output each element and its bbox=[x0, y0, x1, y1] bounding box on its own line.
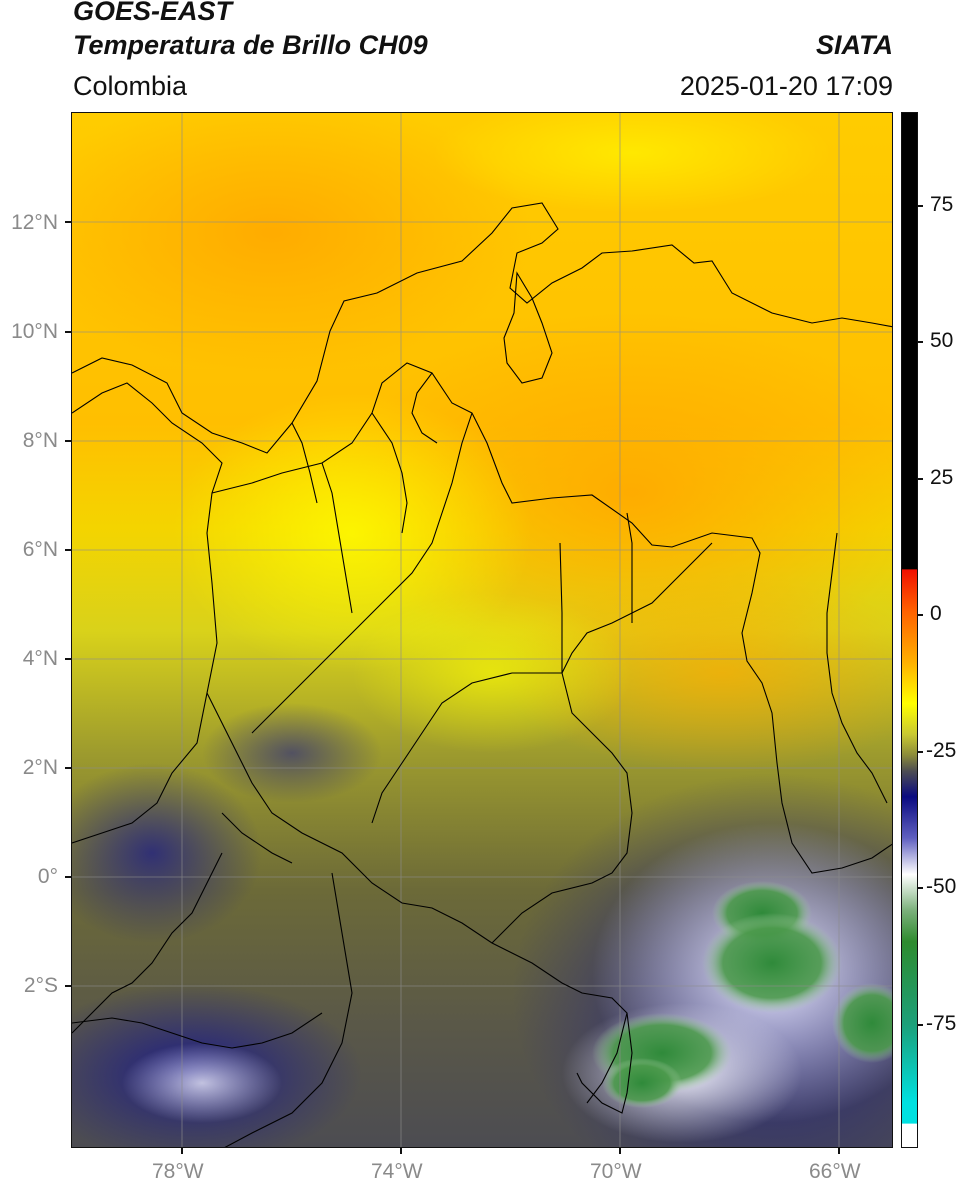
colorbar-gradient bbox=[902, 113, 917, 1147]
coastlines-and-borders bbox=[72, 202, 892, 1147]
map-gridlines bbox=[72, 113, 892, 1147]
product-title-line1: GOES-EAST bbox=[73, 0, 233, 26]
brightness-temperature-field bbox=[72, 113, 892, 1147]
lon-label-66w: 66°W bbox=[809, 1160, 861, 1183]
colorbar-label-minus50: -50 bbox=[926, 875, 957, 898]
lat-label-0: 0° bbox=[37, 865, 58, 888]
lat-label-2s: 2°S bbox=[23, 974, 58, 997]
lat-label-10n: 10°N bbox=[11, 320, 58, 343]
colorbar-tick bbox=[918, 887, 923, 889]
lat-tick bbox=[65, 658, 71, 660]
lon-label-78w: 78°W bbox=[152, 1160, 204, 1183]
lon-label-70w: 70°W bbox=[590, 1160, 642, 1183]
colorbar-tick bbox=[918, 341, 923, 343]
lon-tick bbox=[619, 1148, 621, 1154]
colorbar-tick bbox=[918, 614, 923, 616]
colorbar-tick bbox=[918, 205, 923, 207]
colorbar-label-minus25: -25 bbox=[926, 739, 957, 762]
lat-tick bbox=[65, 985, 71, 987]
satellite-map[interactable] bbox=[71, 112, 893, 1148]
colorbar-label-25: 25 bbox=[930, 466, 954, 489]
lat-label-2n: 2°N bbox=[22, 756, 58, 779]
colorbar-tick bbox=[918, 1024, 923, 1026]
timestamp-label: 2025-01-20 17:09 bbox=[679, 71, 893, 101]
lon-tick bbox=[838, 1148, 840, 1154]
lat-tick bbox=[65, 221, 71, 223]
product-title-line2: Temperatura de Brillo CH09 bbox=[73, 30, 428, 60]
lat-tick bbox=[65, 549, 71, 551]
colorbar-tick bbox=[918, 478, 923, 480]
colorbar bbox=[901, 112, 918, 1148]
colorbar-label-minus75: -75 bbox=[926, 1012, 957, 1035]
lon-label-74w: 74°W bbox=[371, 1160, 423, 1183]
colorbar-tick bbox=[918, 751, 923, 753]
lat-tick bbox=[65, 876, 71, 878]
colorbar-label-50: 50 bbox=[930, 329, 954, 352]
lat-tick bbox=[65, 767, 71, 769]
lon-tick bbox=[181, 1148, 183, 1154]
lat-label-6n: 6°N bbox=[22, 538, 58, 561]
lat-label-8n: 8°N bbox=[22, 429, 58, 452]
lon-tick bbox=[400, 1148, 402, 1154]
colorbar-label-0: 0 bbox=[930, 602, 942, 625]
brand-label: SIATA bbox=[816, 30, 893, 60]
lat-label-12n: 12°N bbox=[11, 211, 58, 234]
lat-tick bbox=[65, 440, 71, 442]
region-label: Colombia bbox=[73, 71, 188, 101]
colorbar-label-75: 75 bbox=[930, 193, 954, 216]
lat-label-4n: 4°N bbox=[22, 647, 58, 670]
lat-tick bbox=[65, 331, 71, 333]
